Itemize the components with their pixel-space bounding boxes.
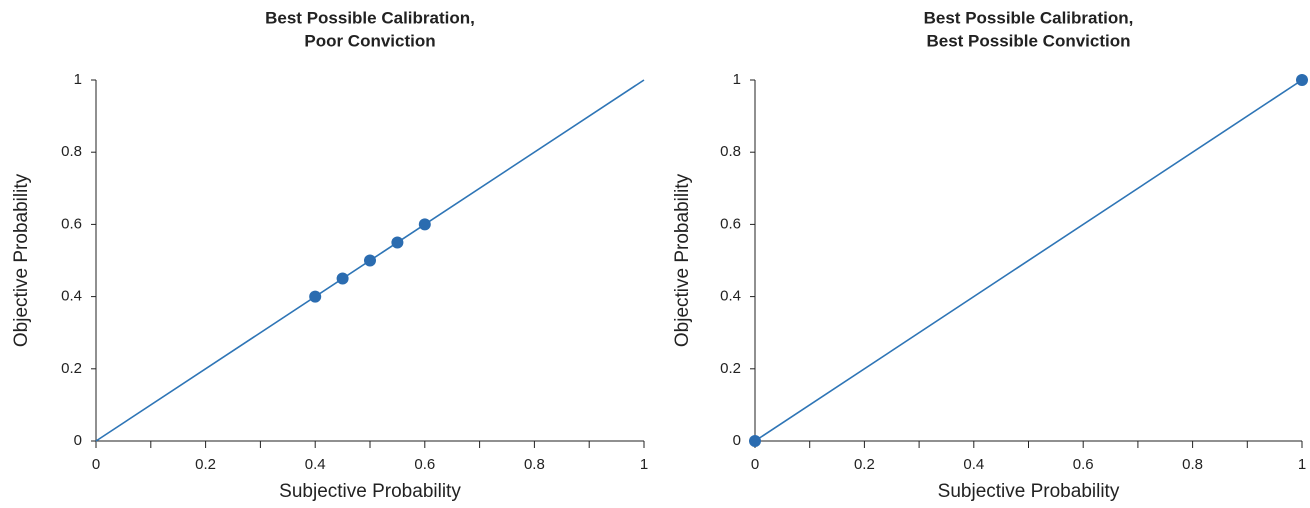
y-tick-label: 0 xyxy=(74,432,82,449)
x-tick-label: 0.2 xyxy=(195,456,216,473)
x-tick-label: 0.6 xyxy=(1073,456,1094,473)
point xyxy=(749,435,761,447)
chart-title: Best Possible Calibration, xyxy=(265,8,475,27)
y-tick-label: 0.4 xyxy=(61,288,82,305)
x-tick-label: 1 xyxy=(1298,456,1306,473)
y-tick-label: 0.8 xyxy=(61,143,82,160)
x-tick-label: 0.6 xyxy=(414,456,435,473)
x-tick-label: 0 xyxy=(751,456,759,473)
point xyxy=(364,254,376,267)
chart-title: Best Possible Conviction xyxy=(926,31,1130,50)
point xyxy=(336,272,349,285)
x-tick-label: 0.4 xyxy=(963,456,984,473)
point xyxy=(309,290,322,303)
chart-title: Best Possible Calibration, xyxy=(924,8,1134,27)
point xyxy=(418,218,431,231)
y-tick-label: 0.6 xyxy=(61,215,82,232)
x-axis-label: Subjective Probability xyxy=(279,481,461,502)
x-tick-label: 0.4 xyxy=(305,456,326,473)
point xyxy=(391,236,404,249)
y-tick-label: 1 xyxy=(74,71,82,88)
y-axis-label: Objective Probability xyxy=(11,173,32,347)
x-tick-label: 0.2 xyxy=(854,456,875,473)
y-tick-label: 0.2 xyxy=(61,360,82,377)
chart-title: Poor Conviction xyxy=(304,31,435,50)
y-tick-label: 0 xyxy=(733,432,741,449)
reference-line xyxy=(754,79,1303,442)
point xyxy=(1296,74,1308,86)
y-tick-label: 0.8 xyxy=(720,143,741,160)
y-tick-label: 1 xyxy=(733,71,741,88)
x-axis-label: Subjective Probability xyxy=(938,481,1120,502)
x-tick-label: 0.8 xyxy=(524,456,545,473)
y-tick-label: 0.6 xyxy=(720,215,741,232)
y-axis-label: Objective Probability xyxy=(672,173,693,347)
x-tick-label: 1 xyxy=(640,456,648,473)
x-tick-label: 0 xyxy=(92,456,100,473)
x-tick-label: 0.8 xyxy=(1182,456,1203,473)
y-tick-label: 0.4 xyxy=(720,288,741,305)
y-tick-label: 0.2 xyxy=(720,360,741,377)
